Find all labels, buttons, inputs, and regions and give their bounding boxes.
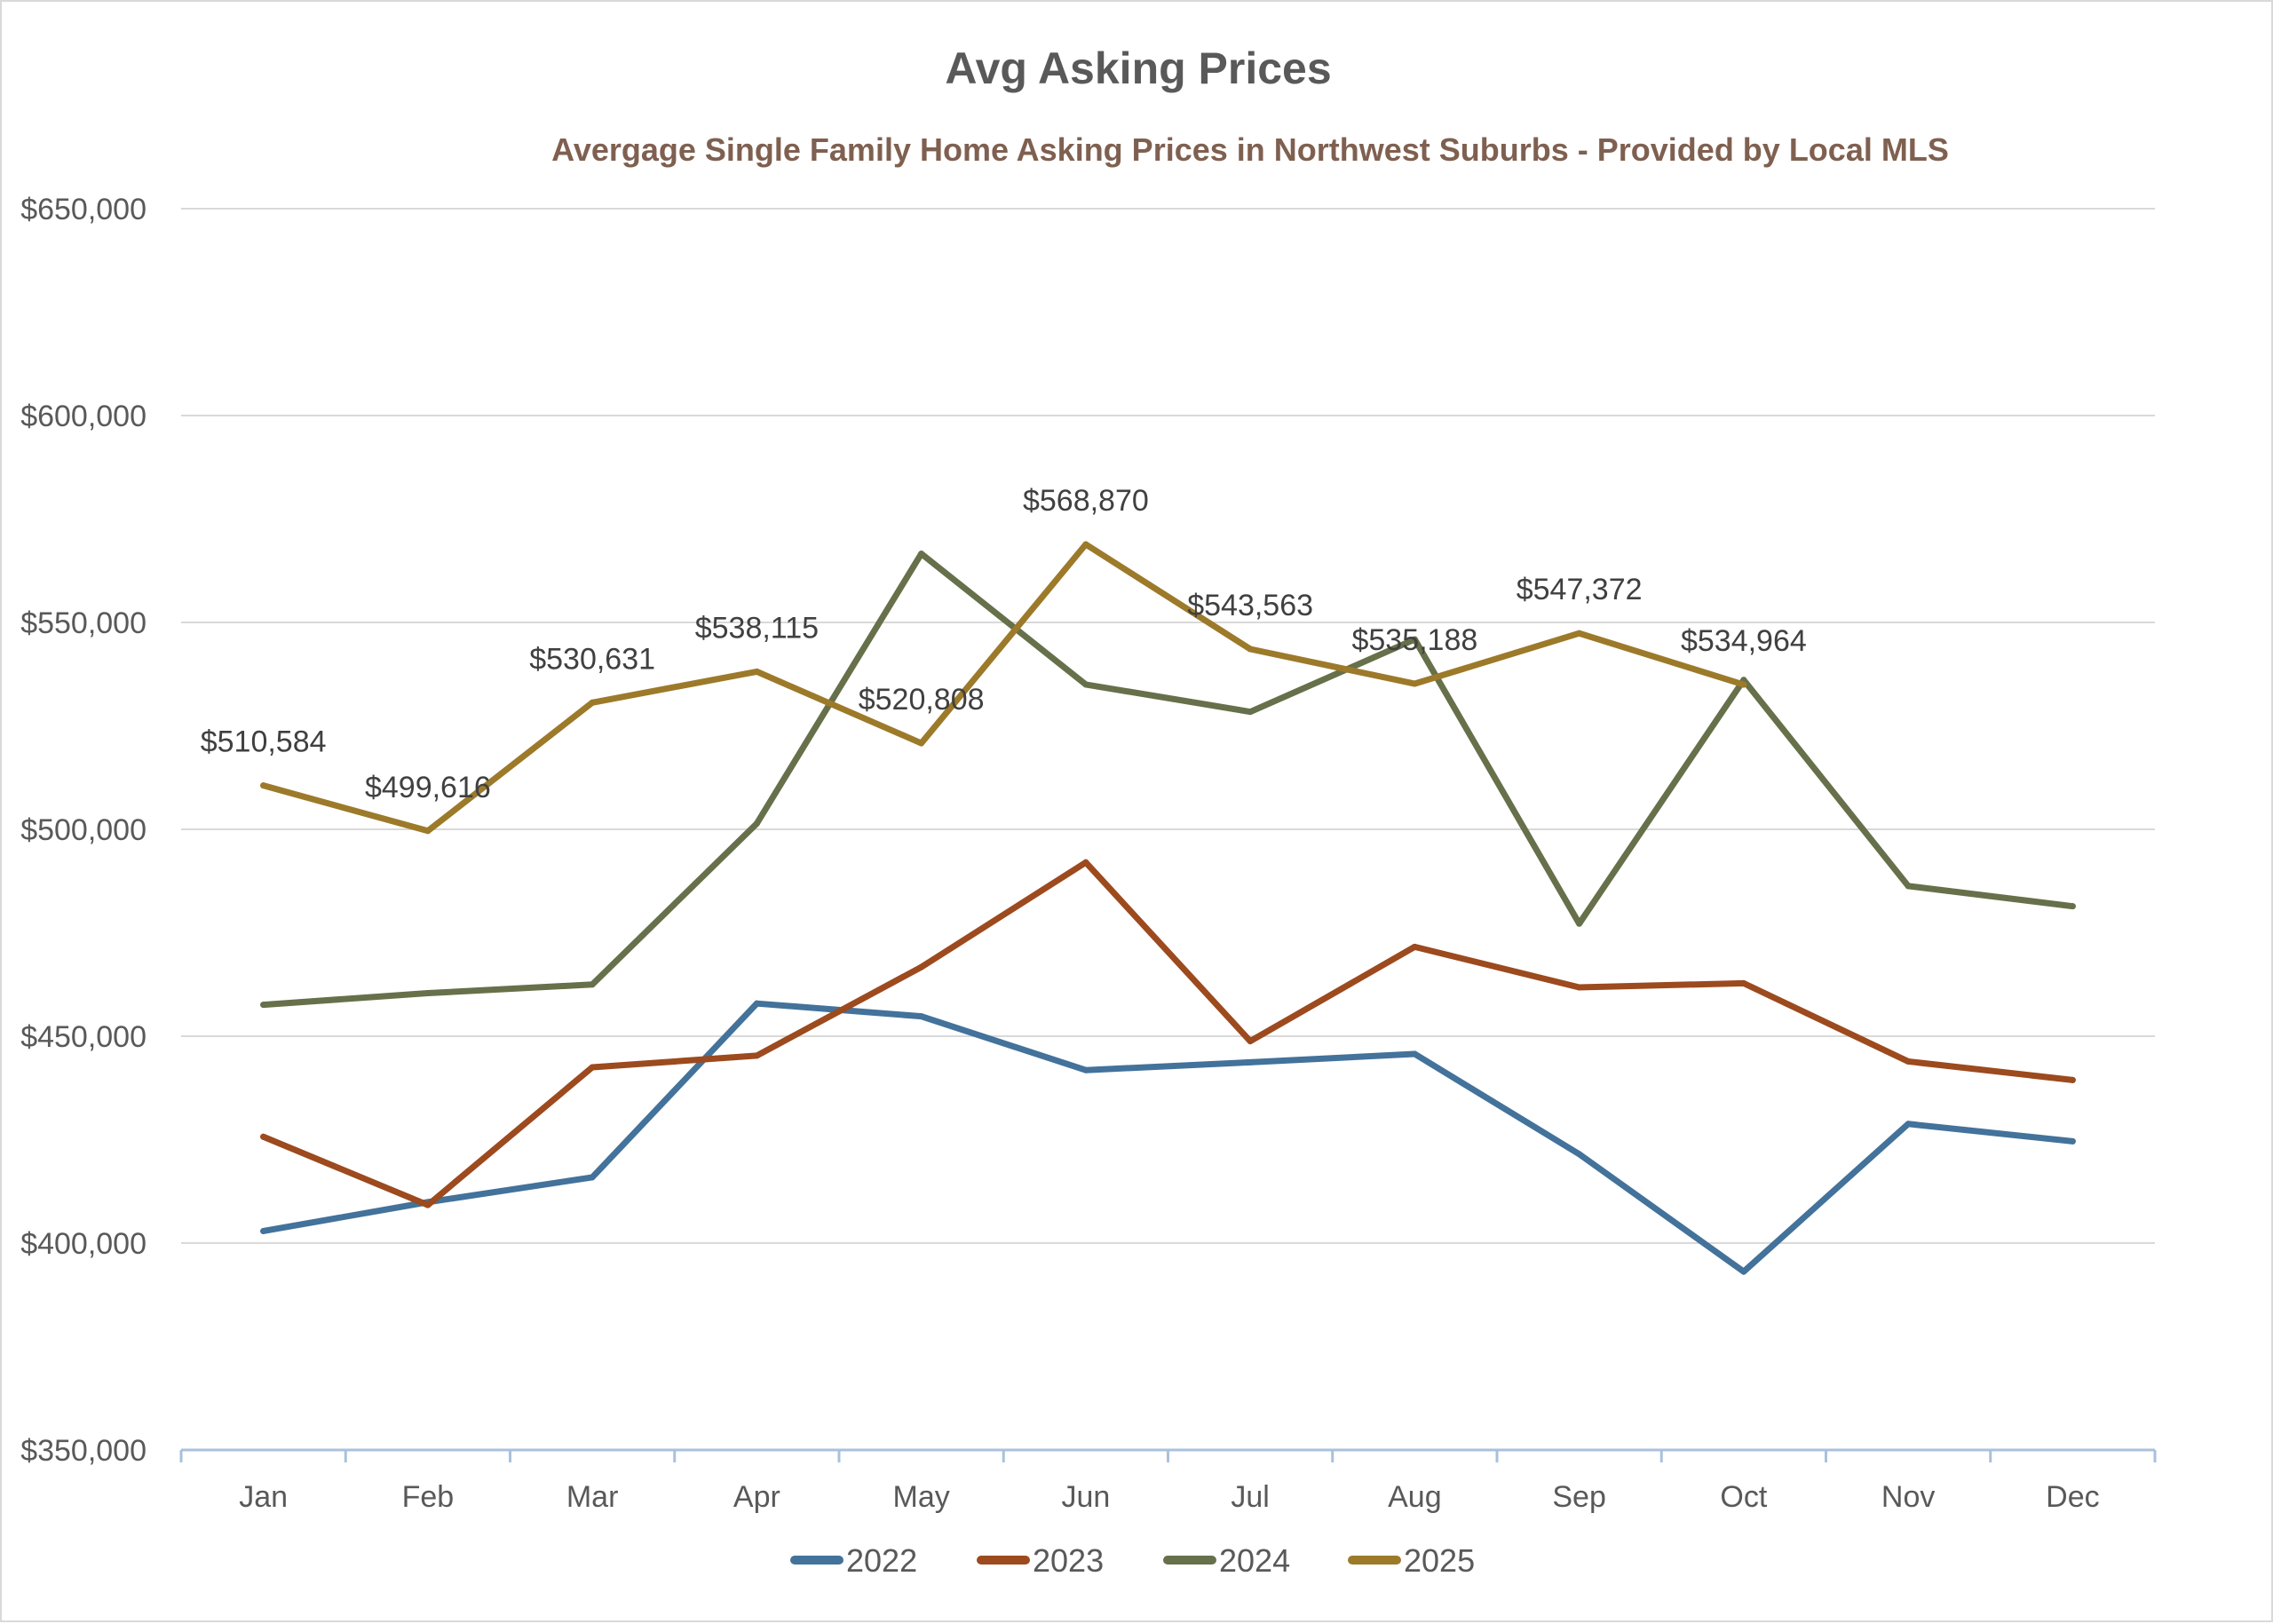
x-tick-label: Feb [402,1480,455,1514]
y-tick-label: $450,000 [20,1020,147,1054]
data-point-2023 [424,1201,432,1208]
data-point-2023 [1576,984,1583,991]
legend-item-2024: 2024 [1163,1542,1290,1579]
data-point-2025 [1247,646,1254,653]
y-tick-label: $500,000 [20,813,147,847]
x-tick-label: Oct [1720,1480,1767,1514]
data-point-2023 [753,1052,760,1059]
data-label: $547,372 [1517,573,1643,606]
data-point-2022 [1247,1058,1254,1066]
x-tick-label: Aug [1388,1480,1442,1514]
data-point-2025 [260,782,267,789]
data-point-2025 [424,828,432,835]
data-point-2025 [1411,680,1418,687]
data-point-2024 [1905,883,1912,890]
data-point-2025 [1576,630,1583,637]
data-point-2024 [2069,903,2076,910]
data-label: $520,808 [859,683,985,717]
data-point-2023 [918,963,925,970]
legend-item-2022: 2022 [790,1542,917,1579]
data-point-2023 [1905,1058,1912,1065]
data-point-2024 [589,981,596,988]
data-point-2022 [918,1013,925,1020]
y-tick-label: $550,000 [20,606,147,640]
data-label: $499,616 [365,771,491,804]
data-label: $510,584 [201,725,327,759]
data-point-2023 [589,1064,596,1071]
data-point-2023 [2069,1076,2076,1083]
y-tick-label: $350,000 [20,1434,147,1468]
x-tick-label: Jan [239,1480,288,1514]
data-point-2024 [1247,709,1254,716]
data-label: $538,115 [695,611,819,645]
data-point-2023 [1740,979,1747,986]
x-tick-label: Dec [2046,1480,2099,1514]
x-tick-label: Jul [1231,1480,1269,1514]
data-point-2023 [1411,943,1418,950]
legend-label: 2022 [846,1542,917,1579]
data-point-2024 [424,990,432,997]
data-point-2022 [589,1174,596,1181]
legend-item-2023: 2023 [977,1542,1104,1579]
data-point-2024 [918,551,925,558]
series-line-2025 [260,541,1747,835]
data-point-2023 [260,1133,267,1140]
y-tick-label: $400,000 [20,1227,147,1261]
data-point-2025 [1740,681,1747,688]
chart-subtitle: Avergage Single Family Home Asking Price… [551,131,1949,168]
data-point-2024 [753,820,760,827]
x-tick-label: Mar [566,1480,619,1514]
series-line-2024 [260,551,2076,1009]
data-point-2022 [1905,1121,1912,1128]
legend-label: 2025 [1404,1542,1475,1579]
data-point-2024 [1576,920,1583,927]
data-point-2025 [918,740,925,747]
x-tick-label: Apr [733,1480,780,1514]
x-tick-label: Sep [1552,1480,1606,1514]
data-label: $535,188 [1351,623,1477,657]
data-point-2022 [2069,1137,2076,1145]
y-tick-label: $650,000 [20,193,147,226]
data-point-2022 [1576,1151,1583,1158]
data-label: $568,870 [1023,484,1149,518]
data-point-2024 [260,1002,267,1009]
data-point-2022 [1411,1050,1418,1058]
data-point-2022 [1082,1066,1089,1073]
legend-label: 2023 [1033,1542,1104,1579]
y-tick-label: $600,000 [20,400,147,433]
data-point-2025 [589,699,596,706]
chart-title: Avg Asking Prices [945,44,1331,93]
x-tick-label: Jun [1061,1480,1110,1514]
data-point-2023 [1247,1038,1254,1045]
legend-label: 2024 [1219,1542,1290,1579]
data-point-2025 [753,668,760,675]
data-label: $543,563 [1187,589,1313,622]
data-point-2022 [260,1227,267,1234]
series-line-2022 [260,1000,2076,1275]
data-point-2022 [753,1000,760,1007]
data-point-2024 [1082,681,1089,688]
series-line-2023 [260,859,2076,1208]
data-point-2022 [1740,1268,1747,1275]
x-tick-label: Nov [1881,1480,1935,1514]
data-label: $534,964 [1681,624,1807,658]
data-label: $530,631 [529,642,655,676]
data-point-2024 [1411,636,1418,643]
data-point-2023 [1082,859,1089,866]
legend-item-2025: 2025 [1348,1542,1475,1579]
data-point-2025 [1082,541,1089,548]
x-tick-label: May [893,1480,950,1514]
